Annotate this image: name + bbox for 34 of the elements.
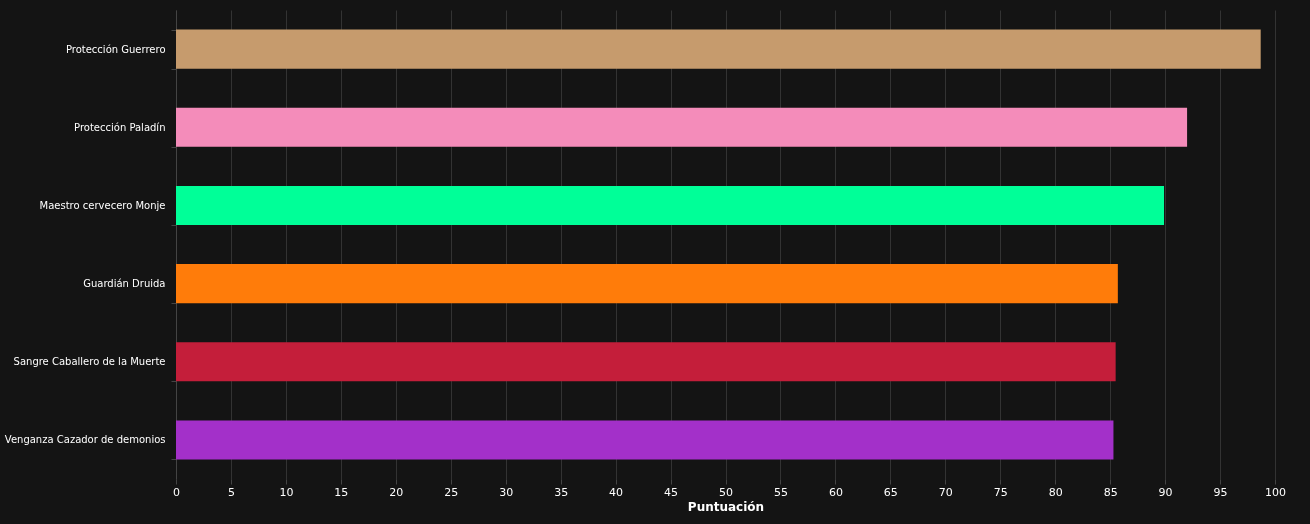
x-tick-label: 5	[227, 485, 235, 499]
bar	[176, 342, 1116, 382]
x-tick-label: 45	[664, 485, 679, 499]
x-tick-label: 25	[444, 485, 459, 499]
y-tick-label: Protección Paladín	[74, 121, 166, 133]
x-tick-label: 15	[334, 485, 349, 499]
bar	[176, 264, 1118, 304]
bar	[176, 107, 1188, 147]
x-tick-label: 75	[993, 485, 1008, 499]
x-tick-label: 60	[828, 485, 843, 499]
x-tick-label: 55	[773, 485, 788, 499]
x-tick-label: 70	[938, 485, 953, 499]
x-axis-title: Puntuación	[687, 499, 765, 514]
x-tick-label: 100	[1265, 485, 1286, 499]
x-tick-label: 65	[883, 485, 898, 499]
y-tick-label: Maestro cervecero Monje	[39, 199, 166, 211]
x-tick-label: 20	[389, 485, 404, 499]
x-tick-label: 30	[499, 485, 514, 499]
y-tick-label: Guardián Druida	[83, 278, 166, 290]
x-tick-label: 50	[719, 485, 733, 499]
bar	[176, 420, 1114, 460]
x-tick-label: 95	[1213, 485, 1228, 499]
bar	[176, 29, 1261, 69]
x-tick-label: 35	[554, 485, 569, 499]
y-tick-label: Protección Guerrero	[65, 43, 166, 55]
x-tick-label: 40	[609, 485, 624, 499]
bar	[176, 185, 1164, 225]
y-tick-label: Venganza Cazador de demonios	[4, 434, 166, 446]
x-tick-label: 10	[279, 485, 294, 499]
y-tick-label: Sangre Caballero de la Muerte	[13, 356, 166, 368]
x-tick-label: 80	[1048, 485, 1063, 499]
x-tick-label: 85	[1103, 485, 1118, 499]
x-tick-label: 0	[173, 485, 180, 499]
x-tick-label: 90	[1158, 485, 1173, 499]
